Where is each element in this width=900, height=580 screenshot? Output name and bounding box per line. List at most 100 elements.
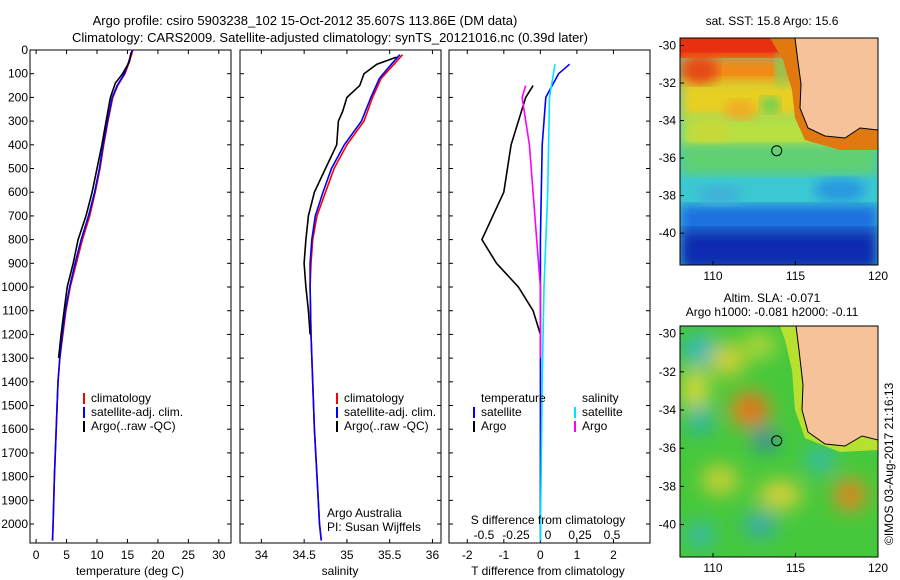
legend-climatology-label: climatology <box>344 391 404 405</box>
figure-title-line2: Climatology: CARS2009. Satellite-adjuste… <box>72 30 588 45</box>
satellite-adj-clim-line <box>309 54 401 541</box>
depth-tick-label: 500 <box>8 162 28 176</box>
lat-tick-label: -38 <box>659 479 677 493</box>
legend-t-argo-label: Argo <box>481 419 507 433</box>
temperature-depth-axis: 0 100 200 300 400 500 600 700 800 900 1000 1100 1200… <box>1 43 231 531</box>
sla-landmass <box>795 326 878 447</box>
lat-tick-label: -34 <box>659 114 677 128</box>
lat-tick-label: -36 <box>659 151 677 165</box>
s-difference-tick: 0.25 <box>568 528 592 542</box>
satellite-adj-clim-line <box>51 49 134 541</box>
depth-tick-label: 1600 <box>1 422 28 436</box>
lon-tick-label: 110 <box>703 269 722 283</box>
figure-title-line1: Argo profile: csiro 5903238_102 15-Oct-2… <box>93 13 518 28</box>
lat-tick-label: -38 <box>659 189 677 203</box>
depth-tick-label: 1800 <box>1 470 28 484</box>
sst-landmass <box>794 38 878 139</box>
salinity-plot-frame <box>239 49 442 544</box>
difference-panel: -2 -1 0 1 2 T difference from climatology S … <box>448 49 651 578</box>
sla-profile-location-marker <box>771 435 783 447</box>
x-tick-label: 34.5 <box>292 548 316 562</box>
lat-tick-label: -36 <box>659 441 677 455</box>
legend-argo-label: Argo(..raw -QC) <box>91 419 176 433</box>
legend-satellite-label: satellite-adj. clim. <box>91 405 183 419</box>
depth-tick-label: 2000 <box>1 517 28 531</box>
x-tick-label: 15 <box>121 548 135 562</box>
sla-map-title-line2: Argo h1000: -0.081 h2000: -0.11 <box>686 305 859 319</box>
salinity-legend: climatology satellite-adj. clim. Argo(..… <box>336 391 436 433</box>
depth-tick-label: 1200 <box>1 327 28 341</box>
legend-climatology-label: climatology <box>91 391 151 405</box>
depth-tick-label: 200 <box>8 90 28 104</box>
temperature-argo-line <box>480 85 542 335</box>
x-tick-label: 30 <box>212 548 226 562</box>
legend-s-argo-label: Argo <box>582 419 608 433</box>
sst-map-panel: sat. SST: 15.8 Argo: 15.6 110 115 120 -30 -3… <box>659 14 889 283</box>
pi-annotation: PI: Susan Wijffels <box>327 520 421 534</box>
climatology-line <box>51 49 134 541</box>
depth-tick-label: 1700 <box>1 446 28 460</box>
x-tick-label: 34 <box>255 548 269 562</box>
argo-australia-annotation: Argo Australia <box>327 506 402 520</box>
legend-argo-label: Argo(..raw -QC) <box>344 419 429 433</box>
lat-tick-label: -32 <box>659 76 677 90</box>
legend-salinity-heading: salinity <box>582 391 619 405</box>
depth-tick-label: 100 <box>8 67 28 81</box>
x-tick-label: 0 <box>537 548 544 562</box>
depth-tick-label: 1000 <box>1 280 28 294</box>
depth-tick-label: 0 <box>21 43 28 57</box>
difference-series <box>480 63 571 541</box>
legend-temperature-heading: temperature <box>481 391 546 405</box>
x-tick-label: 35.5 <box>378 548 402 562</box>
salinity-argo-line <box>521 85 542 359</box>
lat-tick-label: -34 <box>659 403 677 417</box>
imos-credit: ©IMOS 03-Aug-2017 21:16:13 <box>882 382 896 545</box>
x-tick-label: 10 <box>90 548 104 562</box>
x-tick-label: 0 <box>33 548 40 562</box>
temperature-legend: climatology satellite-adj. clim. Argo(..… <box>83 391 183 433</box>
salinity-xlabel: salinity <box>322 564 359 578</box>
salinity-panel: 34 34.5 35 35.5 36 salinity climatology sate… <box>239 49 442 578</box>
salinity-series <box>303 54 404 541</box>
s-difference-label: S difference from climatology <box>471 513 626 527</box>
depth-tick-label: 900 <box>8 256 28 270</box>
s-difference-tick: -0.5 <box>474 528 495 542</box>
sla-field <box>680 326 878 557</box>
x-tick-label: 1 <box>574 548 581 562</box>
legend-satellite-label: satellite-adj. clim. <box>344 405 436 419</box>
salinity-depth-ticks <box>240 49 441 525</box>
depth-tick-label: 700 <box>8 209 28 223</box>
lat-tick-label: -40 <box>659 518 677 532</box>
sla-map-panel: Altim. SLA: -0.071 Argo h1000: -0.081 h2… <box>659 291 889 575</box>
argo-raw-qc-line <box>303 56 397 335</box>
x-tick-label: 35 <box>340 548 354 562</box>
difference-plot-frame <box>448 49 651 544</box>
sst-map-title: sat. SST: 15.8 Argo: 15.6 <box>706 14 839 28</box>
x-tick-label: -1 <box>498 548 509 562</box>
lon-tick-label: 120 <box>868 269 888 283</box>
s-difference-tick: 0.5 <box>604 528 621 542</box>
lat-tick-label: -30 <box>659 39 677 53</box>
temperature-plot-frame <box>29 49 232 544</box>
x-tick-label: -2 <box>462 548 473 562</box>
depth-tick-label: 1500 <box>1 399 28 413</box>
depth-tick-label: 400 <box>8 138 28 152</box>
depth-tick-label: 600 <box>8 185 28 199</box>
legend-s-satellite-label: satellite <box>582 405 623 419</box>
x-tick-label: 2 <box>610 548 617 562</box>
lon-tick-label: 120 <box>868 561 888 575</box>
salinity-x-axis: 34 34.5 35 35.5 36 <box>255 50 440 562</box>
depth-tick-label: 1400 <box>1 375 28 389</box>
depth-tick-label: 1100 <box>2 304 28 318</box>
depth-tick-label: 300 <box>8 114 28 128</box>
sst-map-axes: 110 115 120 -30 -32 -34 -36 -38 -40 <box>659 39 889 283</box>
x-tick-label: 36 <box>426 548 440 562</box>
x-tick-label: 20 <box>151 548 165 562</box>
argo-raw-qc-line <box>57 52 132 359</box>
legend-t-satellite-label: satellite <box>481 405 522 419</box>
sla-map-axes: 110 115 120 -30 -32 -34 -36 -38 -40 <box>659 327 889 575</box>
sla-map-title-line1: Altim. SLA: -0.071 <box>724 291 821 305</box>
sst-profile-location-marker <box>771 145 783 157</box>
sst-field <box>680 38 878 265</box>
temperature-x-axis: 0 5 10 15 20 25 30 <box>33 50 226 562</box>
